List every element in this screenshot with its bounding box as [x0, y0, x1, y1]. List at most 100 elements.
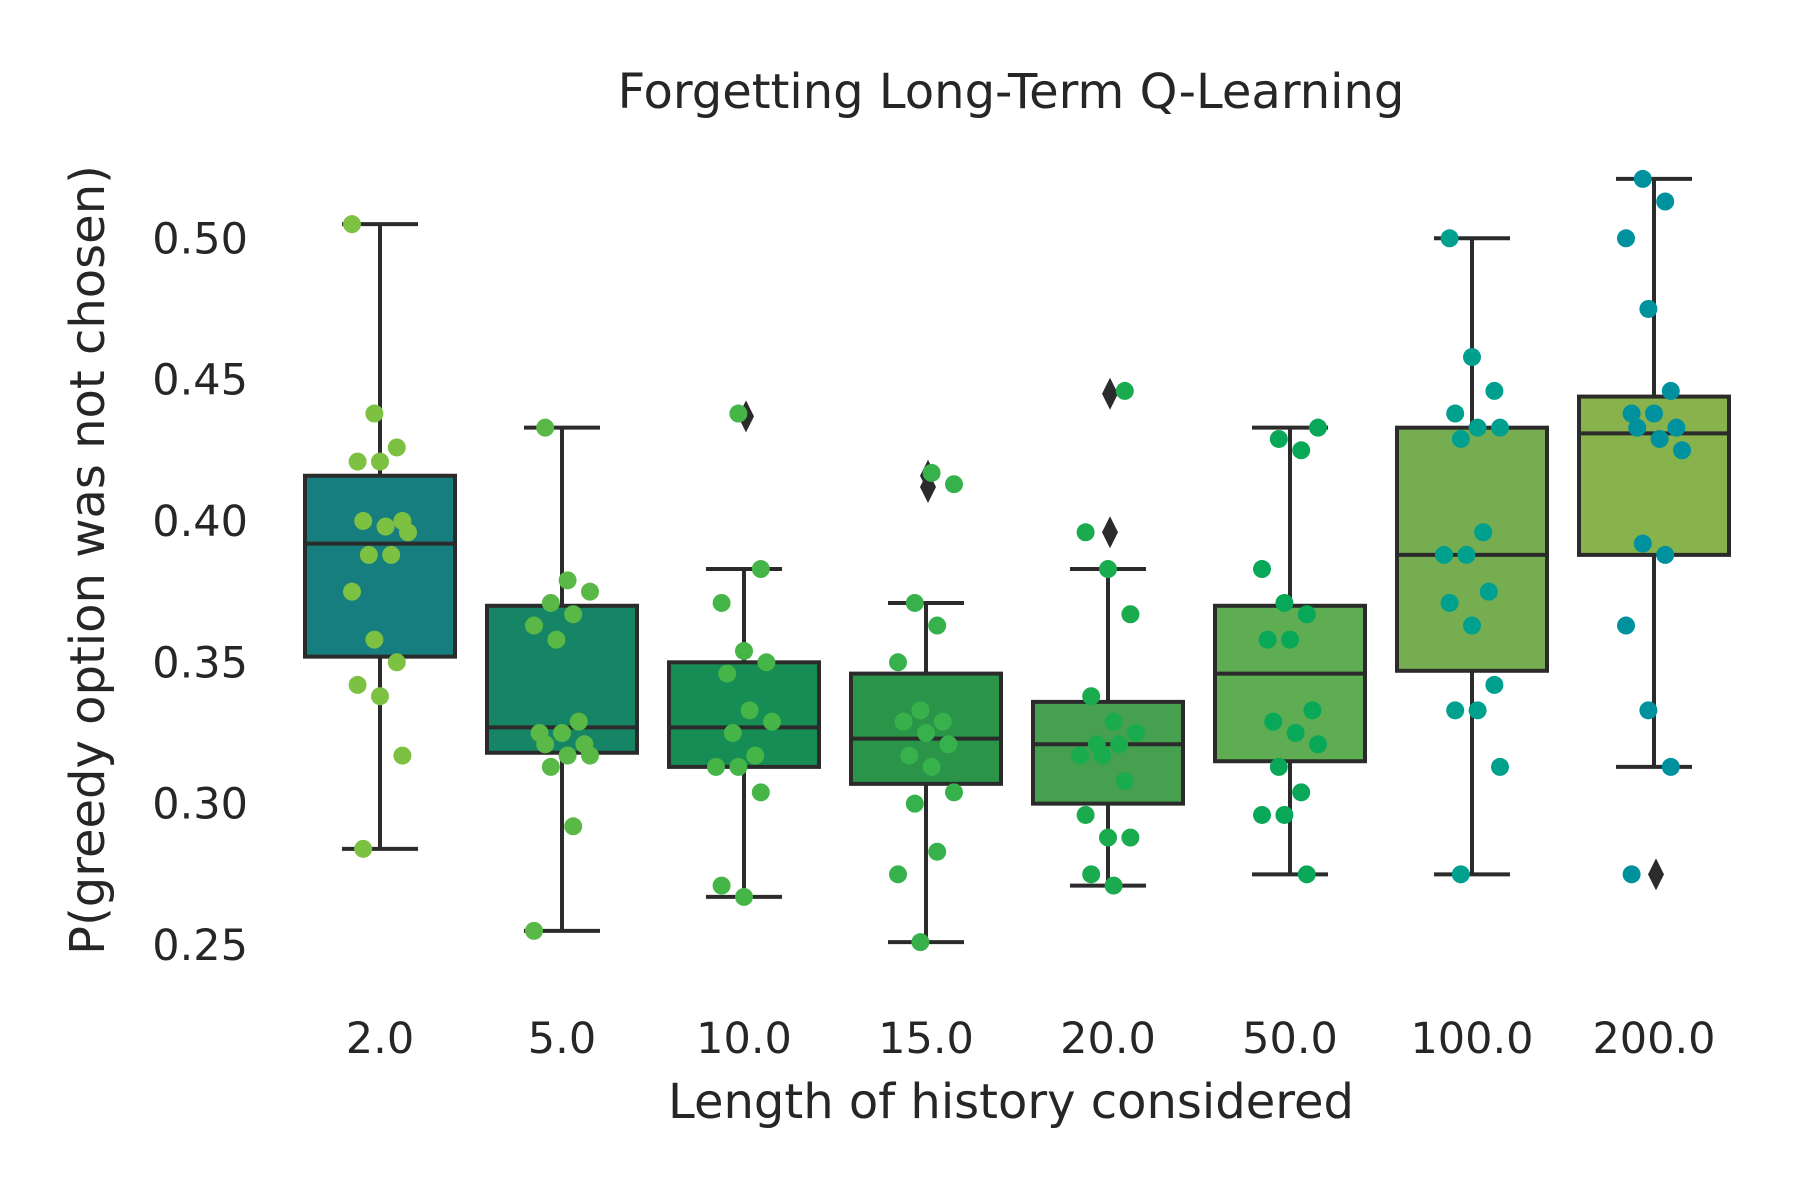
data-point	[1269, 429, 1288, 448]
data-point	[1451, 865, 1470, 884]
data-point	[1076, 523, 1095, 542]
data-point	[1622, 404, 1641, 423]
data-point	[1253, 560, 1271, 579]
x-tick-label: 2.0	[346, 1014, 414, 1064]
data-point	[525, 921, 543, 940]
data-point	[1071, 746, 1089, 765]
data-point	[945, 475, 963, 494]
data-point	[365, 630, 384, 649]
data-point	[905, 593, 924, 612]
data-point	[1127, 723, 1145, 742]
data-point	[1269, 757, 1288, 776]
points-200.0	[1617, 169, 1691, 884]
data-point	[547, 630, 566, 649]
data-point	[1115, 381, 1134, 400]
data-point	[1485, 675, 1504, 694]
data-point	[1622, 865, 1641, 884]
data-point	[1656, 192, 1675, 211]
data-point	[718, 664, 737, 683]
data-point	[371, 452, 389, 471]
data-point	[1468, 701, 1487, 720]
data-point	[1297, 865, 1316, 884]
y-tick-label: 0.50	[152, 214, 248, 264]
data-point	[1491, 757, 1509, 776]
data-point	[917, 723, 935, 742]
data-point	[1639, 299, 1658, 318]
data-point	[1650, 429, 1669, 448]
outlier-marker	[1102, 516, 1118, 549]
data-point	[911, 701, 930, 720]
data-point	[1617, 229, 1635, 248]
data-point	[1446, 701, 1465, 720]
data-point	[1297, 605, 1316, 624]
data-point	[712, 876, 731, 895]
x-axis: 2.0 5.0 10.0 15.0 20.0 50.0 100.0 200.0	[346, 1014, 1716, 1064]
data-point	[1264, 712, 1283, 731]
data-point	[1292, 783, 1311, 802]
data-point	[928, 842, 947, 861]
data-point	[1633, 169, 1652, 188]
x-axis-title: Length of history considered	[668, 1074, 1354, 1130]
y-tick-label: 0.45	[152, 356, 248, 406]
data-point	[1115, 772, 1134, 791]
data-point	[1457, 545, 1476, 564]
x-tick-label: 200.0	[1592, 1014, 1715, 1064]
y-axis: 0.25 0.30 0.35 0.40 0.45 0.50	[152, 214, 248, 971]
data-point	[541, 593, 560, 612]
data-point	[1661, 381, 1680, 400]
data-point	[707, 757, 725, 776]
data-point	[900, 746, 919, 765]
y-tick-label: 0.35	[152, 638, 248, 688]
data-point	[1110, 735, 1129, 754]
box-200.0	[1577, 176, 1731, 891]
data-point	[1440, 229, 1459, 248]
data-point	[751, 783, 770, 802]
data-point	[1082, 687, 1101, 706]
data-point	[1281, 630, 1299, 649]
data-point	[581, 746, 599, 765]
data-point	[1485, 381, 1504, 400]
points-5.0	[525, 418, 599, 940]
x-tick-label: 5.0	[528, 1014, 596, 1064]
data-point	[541, 757, 560, 776]
data-point	[1258, 630, 1277, 649]
x-tick-label: 10.0	[696, 1014, 792, 1064]
data-point	[751, 560, 770, 579]
data-point	[1468, 418, 1487, 437]
data-point	[1309, 735, 1327, 754]
data-point	[1474, 523, 1493, 542]
points-2.0	[343, 215, 417, 858]
data-point	[1121, 828, 1140, 847]
data-point	[763, 712, 781, 731]
data-point	[536, 418, 555, 437]
box-iqr	[1395, 425, 1549, 673]
data-point	[894, 712, 913, 731]
data-point	[1303, 701, 1322, 720]
data-point	[889, 865, 907, 884]
data-point	[1253, 805, 1271, 824]
data-point	[1656, 545, 1675, 564]
data-point	[387, 438, 406, 457]
data-point	[382, 545, 401, 564]
y-tick-label: 0.40	[152, 497, 248, 547]
data-point	[729, 757, 748, 776]
data-point	[911, 933, 930, 952]
data-point	[581, 582, 599, 601]
data-point	[371, 687, 389, 706]
box-50.0	[1213, 425, 1367, 877]
data-point	[1292, 441, 1311, 460]
data-point	[354, 839, 373, 858]
data-point	[746, 746, 765, 765]
data-point	[1617, 616, 1635, 635]
x-tick-label: 20.0	[1060, 1014, 1156, 1064]
data-point	[1121, 605, 1140, 624]
data-point	[365, 404, 384, 423]
box-100.0	[1395, 236, 1549, 877]
data-point	[343, 215, 361, 234]
data-point	[1491, 418, 1509, 437]
data-point	[536, 735, 555, 754]
data-point	[1082, 865, 1101, 884]
data-point	[945, 783, 963, 802]
chart-title: Forgetting Long-Term Q-Learning	[618, 64, 1405, 120]
